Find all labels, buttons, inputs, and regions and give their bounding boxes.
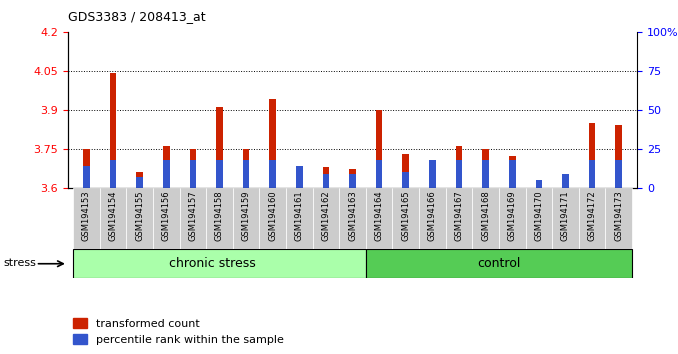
Bar xyxy=(366,249,632,278)
Bar xyxy=(349,170,356,188)
Text: GSM194164: GSM194164 xyxy=(375,191,384,241)
Bar xyxy=(376,110,382,188)
Bar xyxy=(269,99,276,188)
Bar xyxy=(153,188,180,250)
Bar xyxy=(136,177,143,188)
Text: GSM194159: GSM194159 xyxy=(241,191,251,241)
Text: GSM194169: GSM194169 xyxy=(508,191,517,241)
Bar xyxy=(180,188,206,250)
Bar xyxy=(562,173,569,188)
Text: GSM194172: GSM194172 xyxy=(588,191,597,241)
Bar xyxy=(589,123,595,188)
Bar xyxy=(216,160,223,188)
Text: GSM194161: GSM194161 xyxy=(295,191,304,241)
Text: GSM194160: GSM194160 xyxy=(268,191,277,241)
Bar xyxy=(499,188,525,250)
Bar xyxy=(323,173,330,188)
Bar xyxy=(73,249,366,278)
Text: GSM194168: GSM194168 xyxy=(481,191,490,241)
Bar xyxy=(579,188,605,250)
Bar xyxy=(473,188,499,250)
Bar xyxy=(419,188,445,250)
Bar xyxy=(243,160,250,188)
Text: GSM194157: GSM194157 xyxy=(188,191,197,241)
Bar xyxy=(616,160,622,188)
Bar xyxy=(83,166,89,188)
Bar xyxy=(243,149,250,188)
Bar xyxy=(190,160,196,188)
Bar xyxy=(323,167,330,188)
Bar xyxy=(482,160,489,188)
Bar xyxy=(110,160,117,188)
Bar xyxy=(482,149,489,188)
Bar xyxy=(536,182,542,188)
Text: control: control xyxy=(477,257,521,270)
Bar xyxy=(216,107,223,188)
Text: chronic stress: chronic stress xyxy=(170,257,256,270)
Bar xyxy=(376,160,382,188)
Bar xyxy=(136,172,143,188)
Bar xyxy=(260,188,286,250)
Bar xyxy=(403,154,409,188)
Text: GSM194153: GSM194153 xyxy=(82,191,91,241)
Bar xyxy=(269,160,276,188)
Bar xyxy=(429,160,436,188)
Bar xyxy=(445,188,473,250)
Bar xyxy=(110,73,117,188)
Bar xyxy=(313,188,339,250)
Text: GSM194154: GSM194154 xyxy=(108,191,117,241)
Bar xyxy=(366,188,393,250)
Text: GSM194165: GSM194165 xyxy=(401,191,410,241)
Bar xyxy=(233,188,260,250)
Bar xyxy=(509,156,515,188)
Bar xyxy=(100,188,126,250)
Bar xyxy=(286,188,313,250)
Legend: transformed count, percentile rank within the sample: transformed count, percentile rank withi… xyxy=(73,319,283,345)
Text: GSM194167: GSM194167 xyxy=(454,191,464,241)
Bar xyxy=(163,146,170,188)
Text: GSM194158: GSM194158 xyxy=(215,191,224,241)
Text: GSM194163: GSM194163 xyxy=(348,191,357,241)
Bar xyxy=(616,125,622,188)
Text: GSM194173: GSM194173 xyxy=(614,191,623,241)
Bar xyxy=(429,164,436,188)
Text: GSM194170: GSM194170 xyxy=(534,191,543,241)
Text: GDS3383 / 208413_at: GDS3383 / 208413_at xyxy=(68,10,205,23)
Text: stress: stress xyxy=(3,258,36,268)
Bar xyxy=(393,188,419,250)
Bar xyxy=(163,160,170,188)
Bar xyxy=(190,149,196,188)
Bar xyxy=(349,173,356,188)
Text: GSM194155: GSM194155 xyxy=(135,191,144,241)
Bar xyxy=(339,188,366,250)
Bar xyxy=(589,160,595,188)
Text: GSM194156: GSM194156 xyxy=(162,191,171,241)
Bar xyxy=(296,167,302,188)
Bar xyxy=(73,188,100,250)
Bar xyxy=(536,180,542,188)
Bar xyxy=(296,166,302,188)
Bar xyxy=(83,149,89,188)
Bar xyxy=(126,188,153,250)
Bar xyxy=(552,188,579,250)
Bar xyxy=(456,146,462,188)
Bar xyxy=(456,160,462,188)
Bar xyxy=(206,188,233,250)
Bar xyxy=(525,188,552,250)
Bar xyxy=(605,188,632,250)
Text: GSM194166: GSM194166 xyxy=(428,191,437,241)
Text: GSM194162: GSM194162 xyxy=(321,191,330,241)
Bar xyxy=(509,160,515,188)
Bar xyxy=(403,172,409,188)
Text: GSM194171: GSM194171 xyxy=(561,191,570,241)
